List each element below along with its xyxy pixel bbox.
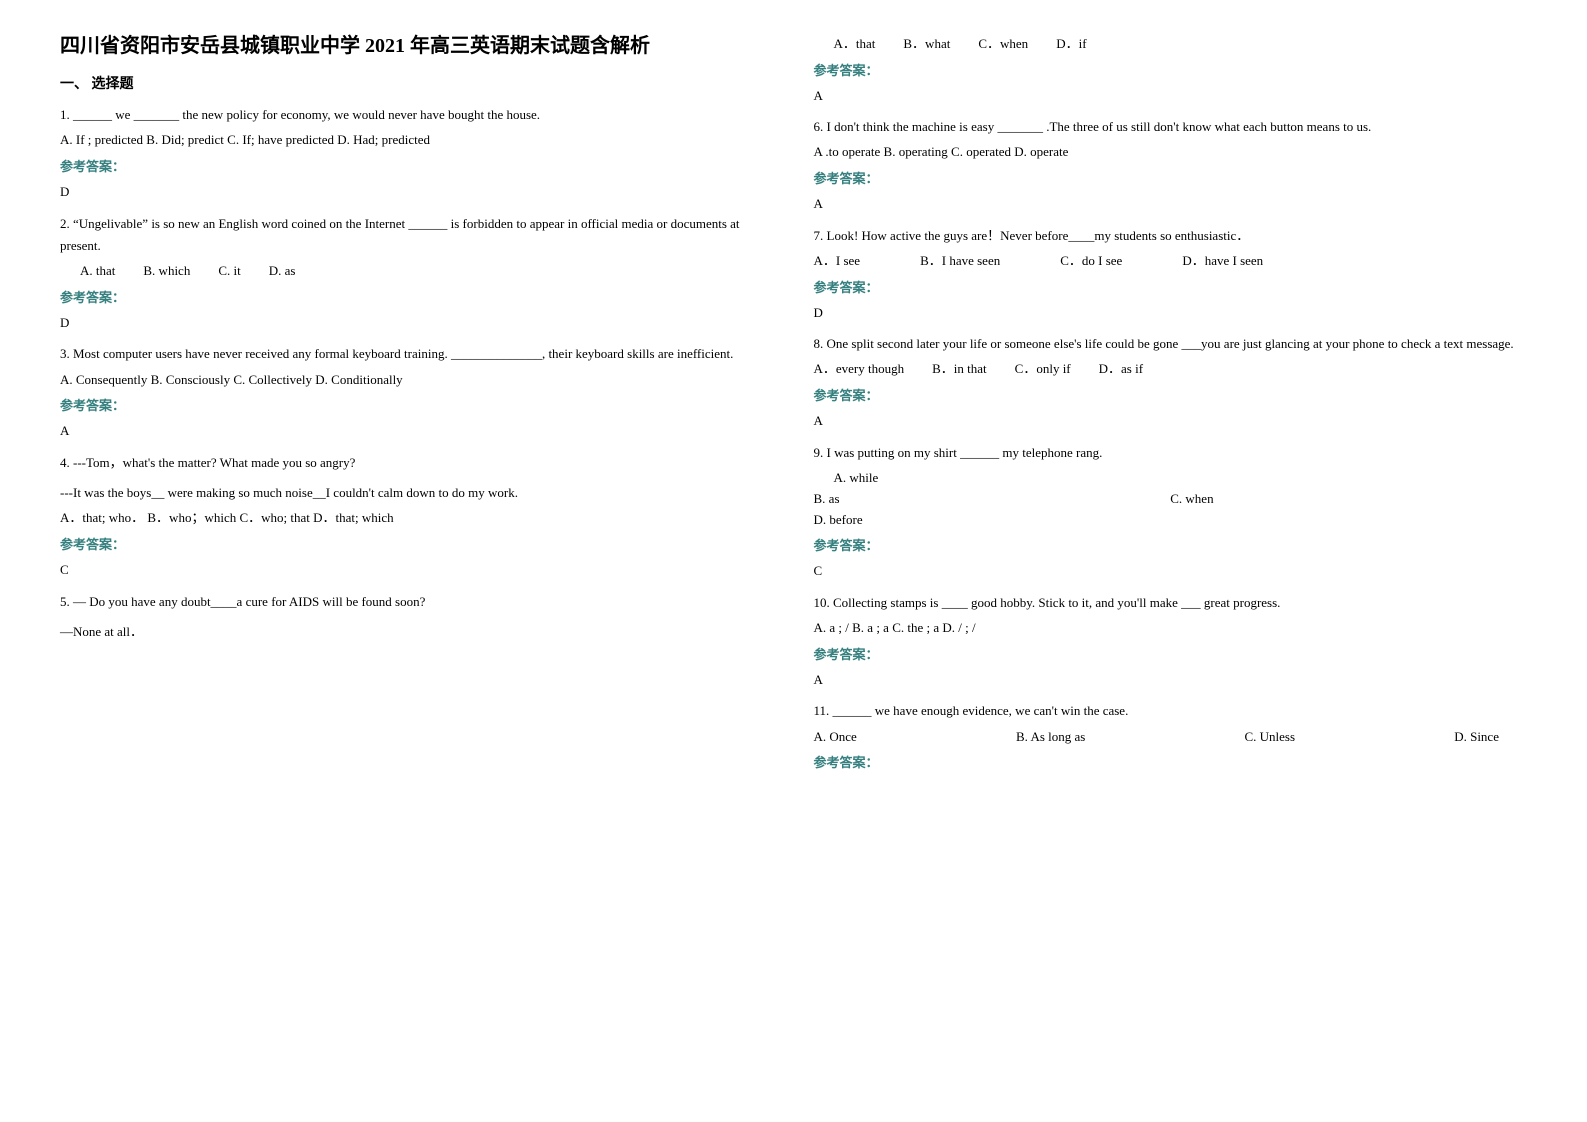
question-10-answer: A [814, 670, 1528, 691]
question-5-stem-2: —None at all． [60, 621, 774, 643]
option-d: D．have I seen [1182, 251, 1263, 272]
option-b: B. As long as [1016, 727, 1085, 748]
option-b: B. as [814, 489, 1171, 510]
question-4-options: A．that; who． B．who；which C．who; that D．t… [60, 508, 774, 529]
question-6-stem: 6. I don't think the machine is easy ___… [814, 116, 1528, 138]
question-11-options: A. Once B. As long as C. Unless D. Since [814, 727, 1528, 748]
option-a: A．that [834, 34, 876, 55]
option-d: D. before [814, 510, 1171, 531]
answer-label: 参考答案： [814, 536, 1528, 557]
answer-label: 参考答案： [814, 61, 1528, 82]
option-a: A. while [834, 468, 1191, 489]
option-c: C. when [1170, 489, 1527, 510]
left-column: 四川省资阳市安岳县城镇职业中学 2021 年高三英语期末试题含解析 一、 选择题… [40, 30, 794, 1092]
question-1-options: A. If ; predicted B. Did; predict C. If;… [60, 130, 774, 151]
question-8-options: A．every though B．in that C．only if D．as … [814, 359, 1528, 380]
question-1-stem: 1. ______ we _______ the new policy for … [60, 104, 774, 126]
question-4-answer: C [60, 560, 774, 581]
question-4-stem-1: 4. ---Tom，what's the matter? What made y… [60, 452, 774, 474]
question-2-options: A. that B. which C. it D. as [80, 261, 774, 282]
question-5-stem-1: 5. — Do you have any doubt____a cure for… [60, 591, 774, 613]
question-8-answer: A [814, 411, 1528, 432]
question-9-stem: 9. I was putting on my shirt ______ my t… [814, 442, 1528, 464]
option-b: B．I have seen [920, 251, 1000, 272]
option-c: C．when [978, 34, 1028, 55]
question-6-options: A .to operate B. operating C. operated D… [814, 142, 1528, 163]
answer-label: 参考答案： [60, 535, 774, 556]
question-5-options: A．that B．what C．when D．if [834, 34, 1528, 55]
question-9-options: A. while B. as C. when D. before [814, 468, 1528, 530]
question-3-answer: A [60, 421, 774, 442]
question-5-answer: A [814, 86, 1528, 107]
question-10-options: A. a ; / B. a ; a C. the ; a D. / ; / [814, 618, 1528, 639]
answer-label: 参考答案： [814, 278, 1528, 299]
option-b: B．what [903, 34, 950, 55]
answer-label: 参考答案： [814, 753, 1528, 774]
question-7-stem: 7. Look! How active the guys are！Never b… [814, 225, 1528, 247]
question-11-stem: 11. ______ we have enough evidence, we c… [814, 700, 1528, 722]
option-b: B. which [143, 261, 190, 282]
option-d: D. Since [1454, 727, 1499, 748]
question-2-stem: 2. “Ungelivable” is so new an English wo… [60, 213, 774, 257]
question-7-answer: D [814, 303, 1528, 324]
answer-label: 参考答案： [60, 157, 774, 178]
option-c: C．do I see [1060, 251, 1122, 272]
question-8-stem: 8. One split second later your life or s… [814, 333, 1528, 355]
option-b: B．in that [932, 359, 987, 380]
answer-label: 参考答案： [814, 169, 1528, 190]
question-1-answer: D [60, 182, 774, 203]
question-3-stem: 3. Most computer users have never receiv… [60, 343, 774, 365]
answer-label: 参考答案： [60, 396, 774, 417]
option-d: D．if [1056, 34, 1086, 55]
section-heading: 一、 选择题 [60, 74, 774, 96]
option-d: D．as if [1099, 359, 1143, 380]
document-title: 四川省资阳市安岳县城镇职业中学 2021 年高三英语期末试题含解析 [60, 30, 774, 62]
question-6-answer: A [814, 194, 1528, 215]
question-10-stem: 10. Collecting stamps is ____ good hobby… [814, 592, 1528, 614]
question-2-answer: D [60, 313, 774, 334]
question-3-options: A. Consequently B. Consciously C. Collec… [60, 370, 774, 391]
option-d: D. as [269, 261, 296, 282]
option-a: A. that [80, 261, 115, 282]
question-9-answer: C [814, 561, 1528, 582]
answer-label: 参考答案： [814, 386, 1528, 407]
answer-label: 参考答案： [814, 645, 1528, 666]
question-7-options: A．I see B．I have seen C．do I see D．have … [814, 251, 1528, 272]
right-column: A．that B．what C．when D．if 参考答案： A 6. I d… [794, 30, 1548, 1092]
option-a: A．I see [814, 251, 861, 272]
option-a: A. Once [814, 727, 857, 748]
answer-label: 参考答案： [60, 288, 774, 309]
option-c: C．only if [1015, 359, 1071, 380]
question-4-stem-2: ---It was the boys__ were making so much… [60, 482, 774, 504]
option-c: C. Unless [1244, 727, 1295, 748]
option-a: A．every though [814, 359, 905, 380]
option-c: C. it [218, 261, 240, 282]
